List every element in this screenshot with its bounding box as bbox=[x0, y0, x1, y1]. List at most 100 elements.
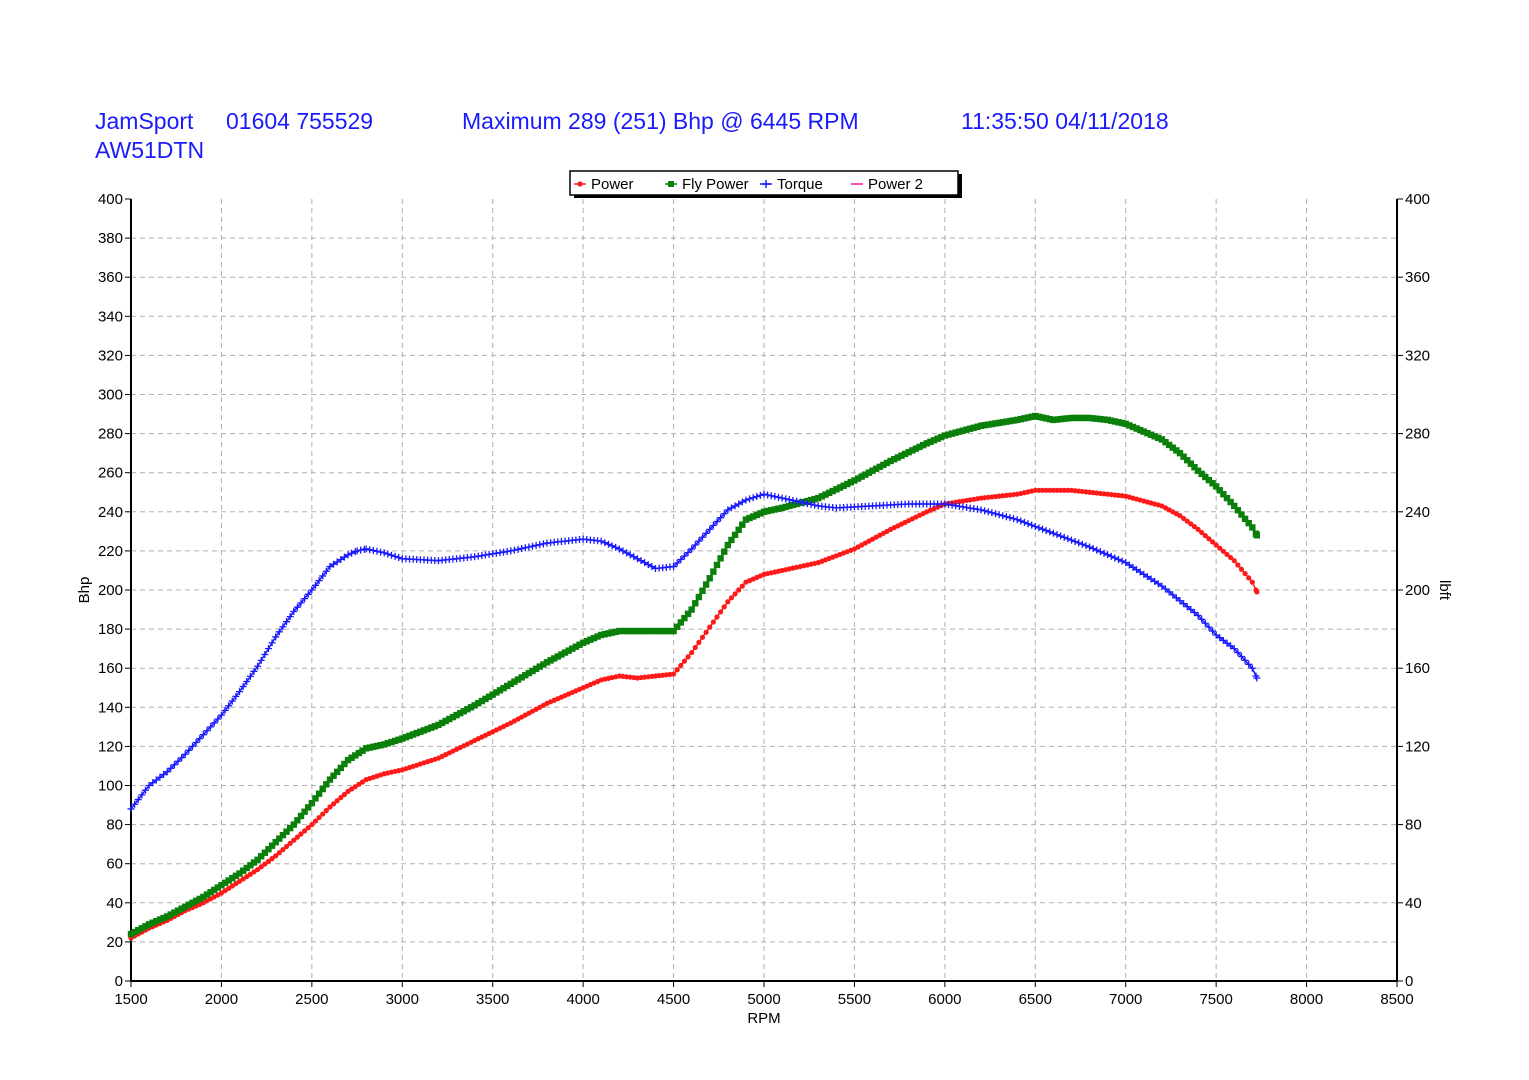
fly-power-point bbox=[268, 842, 276, 849]
fly-power-point bbox=[370, 743, 377, 750]
power-point bbox=[707, 624, 713, 630]
fly-power-point bbox=[1024, 414, 1032, 421]
fly-power-point bbox=[789, 501, 797, 509]
fly-power-point bbox=[1202, 473, 1209, 481]
fly-power-point bbox=[807, 496, 815, 504]
fly-power-point bbox=[192, 897, 200, 905]
fly-power-point bbox=[381, 741, 388, 748]
torque-point bbox=[1212, 631, 1220, 639]
torque-point bbox=[746, 495, 754, 503]
power-point bbox=[699, 634, 706, 640]
torque-point bbox=[264, 645, 272, 653]
torque-point bbox=[210, 719, 218, 727]
fly-power-point bbox=[500, 684, 507, 692]
fly-power-point bbox=[840, 482, 847, 489]
fly-power-point bbox=[768, 507, 775, 514]
fly-power-point bbox=[1021, 415, 1028, 422]
torque-point bbox=[1176, 597, 1184, 605]
x-tick-label: 4000 bbox=[566, 991, 599, 1008]
fly-power-point bbox=[323, 781, 330, 788]
y-tick-label-right: 280 bbox=[1405, 426, 1430, 443]
fly-power-point bbox=[583, 638, 590, 645]
fly-power-point bbox=[286, 824, 294, 832]
y-tick-label-left: 200 bbox=[98, 582, 123, 599]
torque-point bbox=[395, 554, 403, 562]
torque-point bbox=[785, 496, 793, 504]
fly-power-point bbox=[673, 623, 681, 630]
torque-point bbox=[384, 550, 392, 558]
torque-point bbox=[684, 548, 692, 556]
power-point bbox=[1050, 487, 1056, 493]
fly-power-point bbox=[905, 448, 912, 456]
torque-point bbox=[293, 603, 301, 611]
fly-power-point bbox=[927, 438, 934, 446]
torque-point bbox=[1118, 557, 1126, 565]
torque-point bbox=[1187, 606, 1195, 614]
torque-point bbox=[217, 711, 225, 719]
power-point bbox=[1209, 539, 1216, 545]
fly-power-point bbox=[326, 776, 334, 783]
torque-point bbox=[1198, 615, 1206, 623]
fly-power-point bbox=[174, 907, 182, 914]
fly-power-point bbox=[301, 808, 308, 815]
y-tick-label-left: 120 bbox=[98, 738, 123, 755]
header-phone: 01604 755529 bbox=[226, 108, 374, 134]
torque-point bbox=[742, 496, 750, 504]
fly-power-point bbox=[428, 724, 435, 731]
legend-marker-torque bbox=[762, 180, 770, 188]
y-tick-label-right: 200 bbox=[1405, 582, 1430, 599]
power-point bbox=[280, 847, 286, 853]
torque-point bbox=[181, 750, 189, 758]
torque-point bbox=[188, 742, 196, 750]
x-tick-label: 2500 bbox=[295, 991, 328, 1008]
fly-power-point bbox=[977, 422, 985, 429]
fly-power-point bbox=[919, 441, 927, 449]
torque-point bbox=[261, 651, 269, 659]
fly-power-point bbox=[1129, 423, 1137, 431]
fly-power-point bbox=[1238, 511, 1245, 518]
fly-power-point bbox=[1028, 413, 1035, 420]
fly-power-point bbox=[1108, 417, 1115, 424]
fly-power-point bbox=[171, 909, 178, 916]
power-point bbox=[689, 649, 695, 656]
torque-point bbox=[1248, 664, 1256, 672]
torque-point bbox=[1086, 543, 1094, 551]
torque-point bbox=[981, 507, 989, 515]
fly-power-point bbox=[1147, 431, 1155, 438]
fly-power-point bbox=[710, 568, 717, 575]
fly-power-point bbox=[728, 536, 735, 544]
fly-power-point bbox=[818, 493, 826, 500]
fly-power-point bbox=[1165, 441, 1173, 449]
power-point bbox=[739, 583, 745, 589]
fly-power-point bbox=[1075, 414, 1082, 422]
power-point bbox=[273, 853, 279, 859]
torque-point bbox=[1114, 556, 1122, 564]
fly-power-point bbox=[471, 702, 478, 709]
fly-power-point bbox=[200, 893, 207, 901]
fly-power-point bbox=[127, 930, 135, 938]
fly-power-point bbox=[688, 606, 695, 613]
legend-box bbox=[569, 170, 959, 196]
y-tick-label-left: 280 bbox=[98, 426, 123, 443]
power-point bbox=[330, 801, 337, 807]
y-axis-title-right: lbft bbox=[1436, 580, 1453, 601]
y-tick-label-right: 80 bbox=[1405, 817, 1422, 834]
torque-point bbox=[1241, 656, 1249, 664]
fly-power-point bbox=[536, 663, 543, 670]
fly-power-point bbox=[684, 610, 692, 618]
power-point bbox=[685, 654, 691, 660]
fly-power-point bbox=[189, 899, 196, 906]
torque-point bbox=[615, 545, 623, 553]
fly-power-point bbox=[1191, 464, 1198, 471]
y-tick-label-left: 380 bbox=[98, 230, 123, 247]
power-point bbox=[1206, 536, 1212, 542]
power-point bbox=[736, 587, 742, 593]
fly-power-point bbox=[912, 445, 920, 452]
fly-power-point bbox=[1253, 532, 1261, 539]
fly-power-point bbox=[1050, 416, 1057, 424]
torque-point bbox=[1169, 591, 1177, 599]
torque-point bbox=[539, 540, 547, 548]
fly-power-point bbox=[930, 437, 938, 444]
fly-power-point bbox=[1042, 415, 1050, 422]
torque-point bbox=[1096, 548, 1104, 556]
